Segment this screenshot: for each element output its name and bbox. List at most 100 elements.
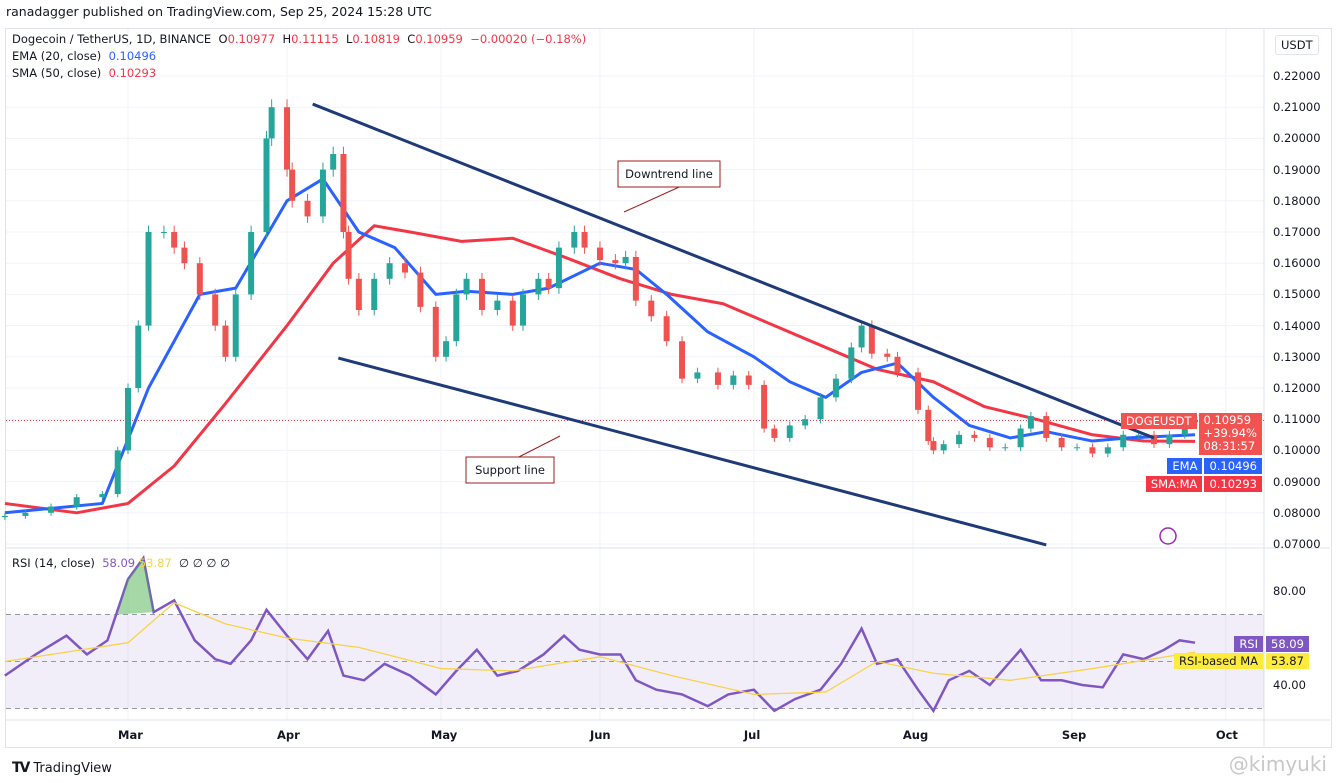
candle-body — [289, 169, 296, 201]
high-value: 0.11115 — [291, 32, 339, 46]
candle-body — [1017, 428, 1024, 448]
candle-body — [679, 341, 686, 379]
candle-body — [868, 325, 875, 354]
sma-value: 0.10293 — [108, 66, 157, 80]
symbol-legend: Dogecoin / TetherUS, 1D, BINANCE O0.1097… — [12, 32, 586, 46]
price-tick: 0.13000 — [1273, 349, 1321, 364]
candle-body — [786, 425, 793, 438]
candle-body — [1089, 447, 1096, 454]
candle-body — [1074, 447, 1081, 449]
candle-body — [268, 107, 275, 139]
candle-body — [284, 107, 291, 170]
candle-body — [535, 278, 542, 295]
candle-body — [453, 294, 460, 342]
sma-legend[interactable]: SMA (50, close) 0.10293 — [12, 66, 156, 80]
candle-body — [478, 278, 485, 310]
time-tick: Jul — [743, 728, 761, 742]
downtrend-callout-box — [617, 160, 721, 188]
candle-body — [135, 325, 142, 388]
rsi-line — [4, 555, 1196, 714]
candle-body — [22, 512, 29, 516]
candle-body — [915, 372, 922, 410]
candle-body — [1120, 434, 1127, 448]
time-tick: Apr — [277, 728, 300, 742]
candle-body — [402, 263, 409, 273]
price-tick: 0.18000 — [1273, 193, 1321, 208]
candle-body — [817, 397, 824, 420]
rsi-tag-label-row: RSI — [1234, 636, 1263, 652]
time-tick: May — [430, 728, 458, 742]
candle-body — [940, 444, 947, 451]
rsi-ma-line — [4, 602, 1196, 696]
candle-body — [694, 372, 701, 379]
candle-body — [463, 278, 470, 295]
rsi-tag-value-row: 58.09 — [1266, 636, 1309, 652]
candle-body — [663, 316, 670, 342]
support-line — [337, 356, 1047, 547]
sma-label: SMA (50, close) — [12, 66, 102, 80]
candle-body — [443, 341, 450, 357]
candle-body — [971, 434, 978, 438]
price-tick: 0.22000 — [1273, 69, 1321, 83]
candle-body — [596, 247, 603, 261]
candle-body — [371, 278, 378, 310]
support-callout-box — [465, 456, 555, 484]
ema-legend[interactable]: EMA (20, close) 0.10496 — [12, 49, 156, 63]
candle-body — [648, 300, 655, 317]
candle-body — [745, 375, 752, 385]
candle-body — [330, 154, 337, 170]
candle-body — [386, 263, 393, 279]
rsi-ma-value: 53.87 — [138, 556, 172, 570]
tv-logo-icon: TV — [12, 760, 30, 776]
candle-body — [99, 494, 106, 498]
candle-body — [986, 437, 993, 448]
candle-body — [355, 278, 362, 310]
rsi-tick: 40.00 — [1273, 678, 1306, 692]
ema-value: 0.10496 — [108, 49, 157, 63]
candle-body — [48, 506, 55, 513]
candle-body — [340, 154, 347, 232]
last-price-tag-row: DOGEUSDT 0.10959 +39.94% 08:31:57 — [1120, 413, 1262, 455]
open-value: 0.10977 — [227, 32, 276, 46]
rsi-ma-tag-label-row: RSI-based MA — [1174, 653, 1263, 669]
price-tick: 0.14000 — [1273, 318, 1321, 333]
candle-body — [232, 294, 239, 357]
support-callout-label: Support line — [475, 463, 545, 477]
close-value: 0.10959 — [415, 32, 463, 46]
candle-body — [1027, 416, 1034, 429]
candle-body — [1135, 434, 1142, 436]
candle-body — [848, 347, 855, 379]
published-by: ranadagger published on TradingView.com,… — [6, 4, 432, 19]
last-price: 0.10959 — [1203, 413, 1252, 427]
candle-body — [545, 278, 552, 289]
low-value: 0.10819 — [352, 32, 400, 46]
price-tick: 0.19000 — [1273, 162, 1321, 177]
candle-body — [858, 325, 865, 348]
time-tick: Mar — [118, 728, 143, 742]
rsi-ma-tag-value-row: 53.87 — [1266, 653, 1309, 669]
price-change-pct: +39.94% — [1203, 426, 1258, 440]
candle-body — [571, 232, 578, 248]
candle-body — [181, 247, 188, 264]
close-label: C — [407, 32, 416, 46]
candle-body — [622, 256, 629, 264]
candle-body — [802, 419, 809, 426]
candle-body — [956, 434, 963, 445]
candle-body — [212, 294, 219, 326]
rsi-value: 58.09 — [102, 556, 136, 570]
candle-body — [1043, 416, 1050, 438]
rsi-legend[interactable]: RSI (14, close) 58.09 53.87 ∅ ∅ ∅ ∅ — [12, 556, 230, 570]
currency-button[interactable]: USDT — [1275, 35, 1319, 55]
price-tick: 0.12000 — [1273, 381, 1321, 395]
candle-body — [632, 256, 639, 301]
candle-body — [417, 272, 424, 307]
open-label: O — [218, 32, 228, 46]
chart-frame — [5, 28, 1332, 748]
rsi-overbought-fill — [117, 558, 154, 615]
tradingview-logo[interactable]: TV TradingView — [12, 760, 112, 776]
candle-body — [771, 428, 778, 438]
price-tick: 0.15000 — [1273, 287, 1321, 302]
price-tick: 0.09000 — [1273, 474, 1321, 489]
candle-body — [432, 306, 439, 357]
